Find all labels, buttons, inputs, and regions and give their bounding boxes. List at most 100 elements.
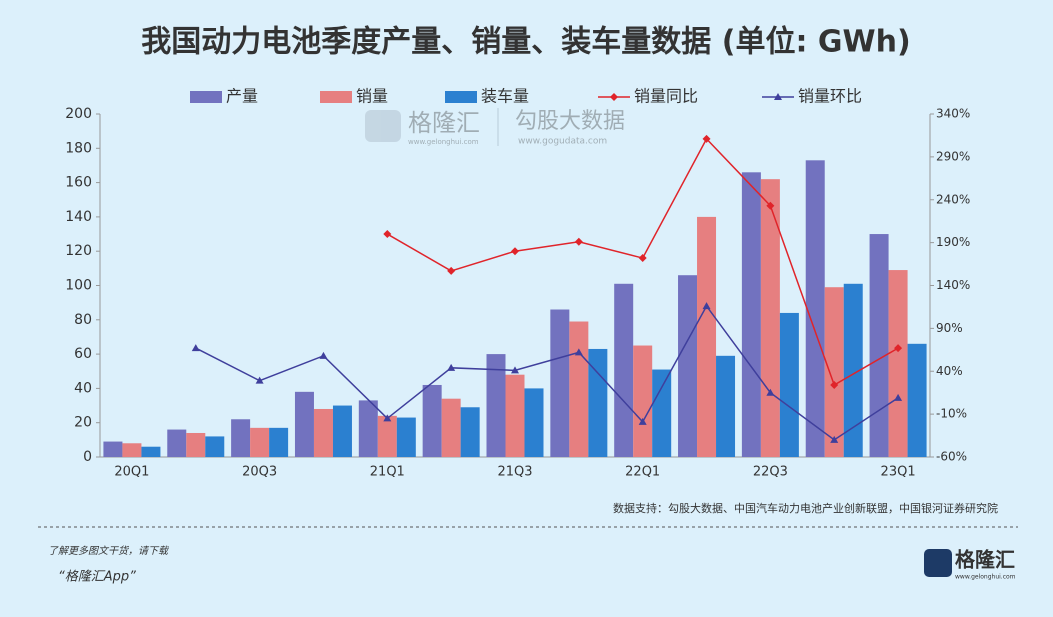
y-tick-label: 120 [65,243,92,259]
legend-label: 销量 [356,87,388,106]
y2-tick-label: 340% [936,107,970,121]
bar [377,415,397,457]
point [638,254,647,263]
x-tick-label: 23Q1 [881,465,916,480]
watermark: 格隆汇 www.gelonghui.com 勾股大数据 www.gogudata… [365,108,625,147]
line [195,304,899,441]
point [383,414,392,422]
watermark-logo [365,110,401,142]
bar [205,436,225,457]
bar [614,283,634,457]
bar [186,432,206,457]
point [574,348,583,356]
bar [869,234,889,457]
x-tick-label: 21Q3 [497,465,532,480]
watermark-partner: 勾股大数据 [515,109,625,134]
bar [760,179,780,458]
bar [716,355,736,457]
bar [396,417,416,457]
source-note: 数据支持：勾股大数据、中国汽车动力电池产业创新联盟，中国银河证券研究院 [613,501,998,515]
point [191,344,200,352]
legend-marker [610,93,618,101]
bar [824,287,844,457]
bar [313,408,333,457]
y2-tick-label: 90% [936,321,963,335]
y2-tick-label: 290% [936,149,970,163]
y2-tick-label: 190% [936,235,970,249]
footer-app: “格隆汇App” [58,570,136,585]
bar [441,398,461,457]
legend-label: 产量 [226,87,258,106]
point [766,201,775,210]
legend-swatch [320,91,352,103]
bar [422,384,442,457]
y-tick-label: 100 [65,278,92,294]
legend-label: 销量环比 [798,87,862,106]
x-tick-label: 21Q1 [370,465,405,480]
point [766,388,775,396]
y2-tick-label: 40% [936,364,963,378]
point [894,344,903,353]
legend-swatch [190,91,222,103]
point [702,134,711,143]
y-tick-label: 180 [65,140,92,156]
point [511,247,519,256]
bar [167,429,187,457]
bar [550,309,570,457]
y-tick-label: 0 [83,449,92,465]
point [447,363,456,371]
y-tick-label: 60 [74,346,92,362]
point [319,351,328,359]
x-tick-label: 20Q1 [114,465,149,480]
bar [633,345,653,457]
point [255,376,264,384]
y2-tick-label: 240% [936,192,970,206]
point [447,266,456,275]
bar [588,348,608,457]
x-tick-label: 22Q3 [753,465,788,480]
bar [888,270,908,457]
bar [294,391,314,457]
footer-prompt: 了解更多图文干货，请下载 [48,545,170,557]
bar [141,446,161,457]
point [702,302,711,310]
bar [250,427,270,457]
legend-marker [774,93,782,100]
y-tick-label: 200 [65,106,92,122]
bar [524,388,544,457]
point [574,237,583,246]
y2-tick-label: -60% [936,450,967,464]
bar [678,275,698,457]
legend-swatch [445,91,477,103]
bar [569,321,589,457]
watermark-brand: 格隆汇 [408,109,480,137]
y-tick-label: 140 [65,209,92,225]
bar [805,160,825,457]
y-tick-label: 80 [74,312,92,328]
bar [779,312,799,457]
bar [907,343,927,457]
bar [460,407,480,457]
point [830,435,839,443]
bar [843,283,863,457]
legend-label: 销量同比 [634,87,698,106]
bar [697,216,717,457]
bar [486,354,506,457]
watermark-url: www.gogudata.com [518,137,607,147]
x-tick-label: 20Q3 [242,465,277,480]
chart-title: 我国动力电池季度产量、销量、装车量数据 (单位: GWh) [141,25,910,60]
bar [741,172,761,457]
bar [231,419,251,457]
legend-label: 装车量 [481,87,529,106]
bar [122,443,142,457]
bar [652,369,672,457]
point [894,393,903,401]
point [830,380,839,389]
point [511,366,519,374]
footer-logo-icon [924,549,952,577]
bar [103,441,123,457]
point [638,417,647,425]
bar [332,405,352,457]
